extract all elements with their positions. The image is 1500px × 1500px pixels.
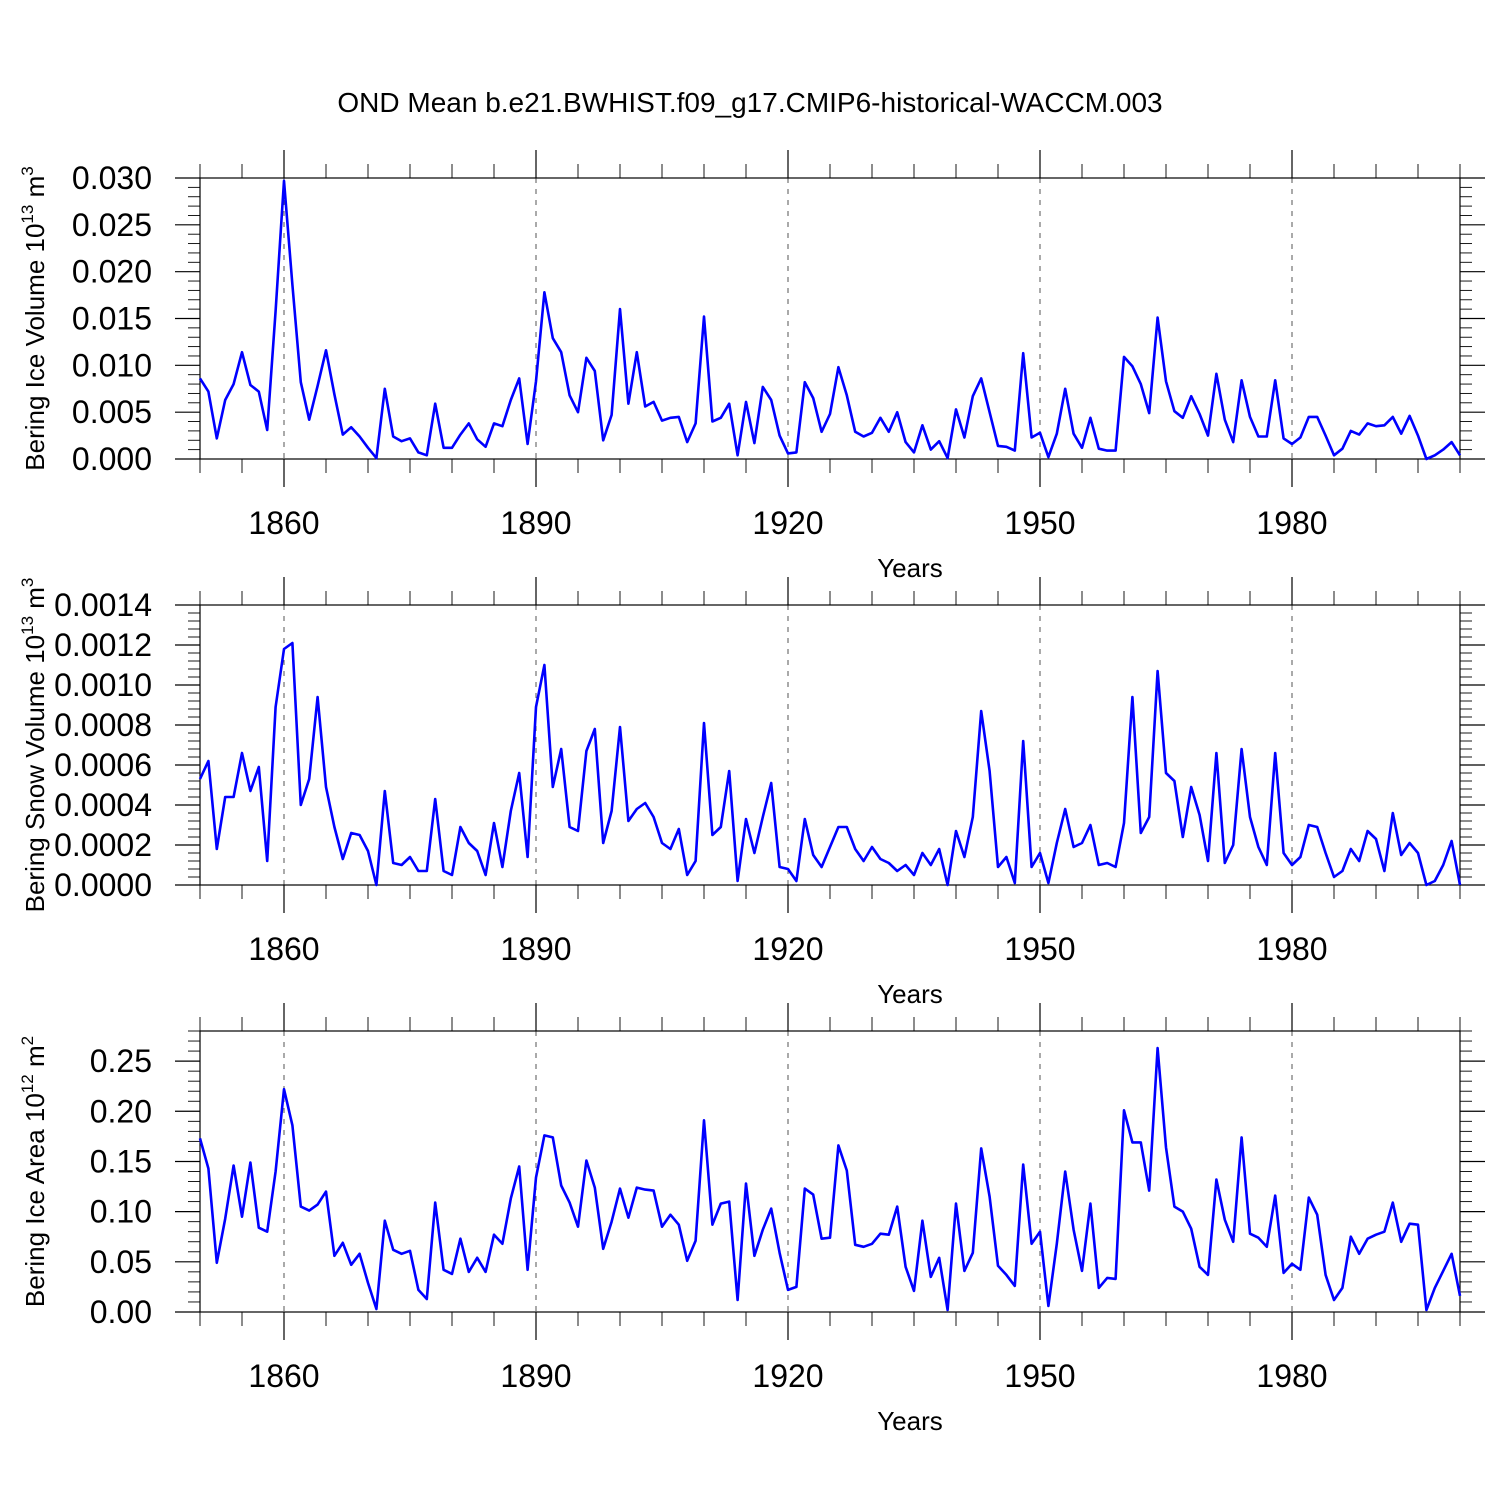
- y-axis-title-unit: m: [20, 587, 50, 616]
- x-tick-label: 1890: [500, 1358, 571, 1394]
- y-tick-label: 0.20: [90, 1093, 152, 1129]
- x-axis-title: Years: [877, 553, 943, 583]
- panel-ice-area: 1860 1890 1920 1950 1980 0.00 0.05 0.10 0.15 0.20…: [18, 1003, 1485, 1436]
- y-axis-title-exponent: 12: [18, 1074, 37, 1093]
- y-tick-label: 0.0000: [54, 867, 152, 903]
- x-tick-label: 1950: [1004, 931, 1075, 967]
- x-tick-label: 1980: [1256, 1358, 1327, 1394]
- x-tick-label: 1860: [248, 1358, 319, 1394]
- x-tick-label: 1920: [752, 505, 823, 541]
- x-tick-label: 1860: [248, 505, 319, 541]
- y-axis-title-text: Bering Ice Area 10: [20, 1093, 50, 1307]
- panel-snow-volume: 1860 1890 1920 1950 1980 0.0000 0.0002 0.0004 0.…: [18, 577, 1485, 1009]
- x-tick-label: 1950: [1004, 1358, 1075, 1394]
- y-tick-label: 0.0008: [54, 707, 152, 743]
- y-axis-title-unit-exponent: 3: [18, 578, 37, 587]
- y-axis-title: Bering Snow Volume 1013 m3: [18, 578, 50, 913]
- y-tick-label: 0.0014: [54, 587, 152, 623]
- y-axis-title-unit: m: [20, 176, 50, 205]
- y-tick-label: 0.15: [90, 1143, 152, 1179]
- series-line-ice-volume: [198, 179, 1462, 461]
- y-tick-label: 0.000: [72, 441, 152, 477]
- y-axis-title: Bering Ice Area 1012 m2: [18, 1036, 50, 1307]
- y-axis-title-unit: m: [20, 1045, 50, 1074]
- y-tick-label: 0.0010: [54, 667, 152, 703]
- y-tick-label: 0.0006: [54, 747, 152, 783]
- y-tick-label: 0.25: [90, 1043, 152, 1079]
- panel-ice-volume: 1860 1890 1920 1950 1980 0.000 0.005 0.010 0.015…: [18, 150, 1485, 583]
- y-tick-label: 0.10: [90, 1194, 152, 1230]
- y-axis-title-text: Bering Snow Volume 10: [20, 635, 50, 913]
- x-tick-label: 1920: [752, 931, 823, 967]
- y-tick-label: 0.0012: [54, 627, 152, 663]
- figure-title: OND Mean b.e21.BWHIST.f09_g17.CMIP6-hist…: [337, 87, 1162, 118]
- y-tick-label: 0.010: [72, 347, 152, 383]
- y-tick-label: 0.005: [72, 394, 152, 430]
- x-tick-label: 1920: [752, 1358, 823, 1394]
- y-axis-title-text: Bering Ice Volume 10: [20, 224, 50, 471]
- x-tick-label: 1860: [248, 931, 319, 967]
- x-tick-label: 1980: [1256, 505, 1327, 541]
- y-axis-title-exponent: 13: [18, 205, 37, 224]
- plot-frame: [199, 177, 1461, 460]
- y-tick-label: 0.020: [72, 254, 152, 290]
- y-tick-label: 0.0002: [54, 827, 152, 863]
- x-tick-label: 1890: [500, 505, 571, 541]
- y-tick-label: 0.030: [72, 160, 152, 196]
- x-axis-title: Years: [877, 979, 943, 1009]
- series-line-snow-volume: [198, 641, 1462, 887]
- x-axis-title: Years: [877, 1406, 943, 1436]
- x-tick-label: 1890: [500, 931, 571, 967]
- x-tick-label: 1950: [1004, 505, 1075, 541]
- y-tick-label: 0.05: [90, 1244, 152, 1280]
- y-tick-label: 0.015: [72, 301, 152, 337]
- y-tick-label: 0.0004: [54, 787, 152, 823]
- y-axis-title-exponent: 13: [18, 616, 37, 635]
- y-tick-label: 0.00: [90, 1294, 152, 1330]
- series-line-ice-area: [198, 1046, 1462, 1312]
- x-tick-label: 1980: [1256, 931, 1327, 967]
- y-axis-title-unit-exponent: 2: [18, 1036, 37, 1045]
- y-axis-title: Bering Ice Volume 1013 m3: [18, 166, 50, 470]
- plot-frame: [199, 604, 1461, 886]
- plot-frame: [199, 1030, 1461, 1313]
- y-axis-title-unit-exponent: 3: [18, 166, 37, 175]
- panels: 1860 1890 1920 1950 1980 0.000 0.005 0.010 0.015…: [18, 150, 1485, 1436]
- y-tick-label: 0.025: [72, 207, 152, 243]
